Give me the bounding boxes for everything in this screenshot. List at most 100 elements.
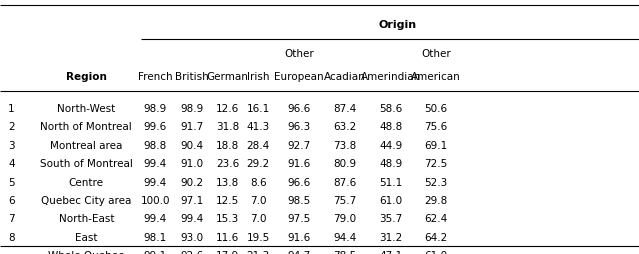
Text: 87.4: 87.4 <box>334 104 357 114</box>
Text: 19.5: 19.5 <box>247 232 270 242</box>
Text: 7.0: 7.0 <box>250 213 266 224</box>
Text: 90.4: 90.4 <box>180 140 203 150</box>
Text: 93.0: 93.0 <box>180 232 203 242</box>
Text: 51.1: 51.1 <box>380 177 403 187</box>
Text: 41.3: 41.3 <box>247 122 270 132</box>
Text: 96.3: 96.3 <box>288 122 311 132</box>
Text: 50.6: 50.6 <box>424 104 447 114</box>
Text: 11.6: 11.6 <box>216 232 239 242</box>
Text: 97.5: 97.5 <box>288 213 311 224</box>
Text: 92.6: 92.6 <box>180 250 203 254</box>
Text: 2: 2 <box>8 122 15 132</box>
Text: 17.9: 17.9 <box>216 250 239 254</box>
Text: 91.7: 91.7 <box>180 122 203 132</box>
Text: 29.8: 29.8 <box>424 195 447 205</box>
Text: 99.6: 99.6 <box>144 122 167 132</box>
Text: 73.8: 73.8 <box>334 140 357 150</box>
Text: British: British <box>175 71 208 81</box>
Text: 98.1: 98.1 <box>144 232 167 242</box>
Text: 7.0: 7.0 <box>250 195 266 205</box>
Text: North-East: North-East <box>59 213 114 224</box>
Text: 91.6: 91.6 <box>288 158 311 169</box>
Text: Region: Region <box>66 71 107 81</box>
Text: 12.6: 12.6 <box>216 104 239 114</box>
Text: Whole Quebec: Whole Quebec <box>49 250 124 254</box>
Text: 16.1: 16.1 <box>247 104 270 114</box>
Text: 98.8: 98.8 <box>144 140 167 150</box>
Text: 3: 3 <box>8 140 15 150</box>
Text: 18.8: 18.8 <box>216 140 239 150</box>
Text: Other: Other <box>284 48 314 58</box>
Text: 52.3: 52.3 <box>424 177 447 187</box>
Text: 5: 5 <box>8 177 15 187</box>
Text: 31.2: 31.2 <box>380 232 403 242</box>
Text: South of Montreal: South of Montreal <box>40 158 133 169</box>
Text: 62.4: 62.4 <box>424 213 447 224</box>
Text: 47.1: 47.1 <box>380 250 403 254</box>
Text: French: French <box>138 71 173 81</box>
Text: Other: Other <box>421 48 450 58</box>
Text: 96.6: 96.6 <box>288 104 311 114</box>
Text: 29.2: 29.2 <box>247 158 270 169</box>
Text: North of Montreal: North of Montreal <box>40 122 132 132</box>
Text: 99.1: 99.1 <box>144 250 167 254</box>
Text: 100.0: 100.0 <box>141 195 170 205</box>
Text: 58.6: 58.6 <box>380 104 403 114</box>
Text: 94.7: 94.7 <box>288 250 311 254</box>
Text: 48.8: 48.8 <box>380 122 403 132</box>
Text: 91.0: 91.0 <box>180 158 203 169</box>
Text: 78.5: 78.5 <box>334 250 357 254</box>
Text: European: European <box>274 71 324 81</box>
Text: Irish: Irish <box>247 71 270 81</box>
Text: Origin: Origin <box>378 20 416 30</box>
Text: 99.4: 99.4 <box>144 177 167 187</box>
Text: 75.6: 75.6 <box>424 122 447 132</box>
Text: 7: 7 <box>8 213 15 224</box>
Text: 4: 4 <box>8 158 15 169</box>
Text: 69.1: 69.1 <box>424 140 447 150</box>
Text: 92.7: 92.7 <box>288 140 311 150</box>
Text: 90.2: 90.2 <box>180 177 203 187</box>
Text: Quebec City area: Quebec City area <box>41 195 132 205</box>
Text: American: American <box>411 71 461 81</box>
Text: 98.5: 98.5 <box>288 195 311 205</box>
Text: 75.7: 75.7 <box>334 195 357 205</box>
Text: 99.4: 99.4 <box>180 213 203 224</box>
Text: 13.8: 13.8 <box>216 177 239 187</box>
Text: 99.4: 99.4 <box>144 213 167 224</box>
Text: 98.9: 98.9 <box>180 104 203 114</box>
Text: Acadian: Acadian <box>324 71 366 81</box>
Text: 15.3: 15.3 <box>216 213 239 224</box>
Text: Amerindian: Amerindian <box>361 71 421 81</box>
Text: East: East <box>75 232 98 242</box>
Text: 99.4: 99.4 <box>144 158 167 169</box>
Text: 28.4: 28.4 <box>247 140 270 150</box>
Text: 23.6: 23.6 <box>216 158 239 169</box>
Text: 8: 8 <box>8 232 15 242</box>
Text: 64.2: 64.2 <box>424 232 447 242</box>
Text: 79.0: 79.0 <box>334 213 357 224</box>
Text: 96.6: 96.6 <box>288 177 311 187</box>
Text: 6: 6 <box>8 195 15 205</box>
Text: Montreal area: Montreal area <box>50 140 123 150</box>
Text: 48.9: 48.9 <box>380 158 403 169</box>
Text: 97.1: 97.1 <box>180 195 203 205</box>
Text: 31.8: 31.8 <box>216 122 239 132</box>
Text: 61.0: 61.0 <box>380 195 403 205</box>
Text: German: German <box>206 71 249 81</box>
Text: 87.6: 87.6 <box>334 177 357 187</box>
Text: 1: 1 <box>8 104 15 114</box>
Text: 72.5: 72.5 <box>424 158 447 169</box>
Text: 21.3: 21.3 <box>247 250 270 254</box>
Text: Centre: Centre <box>69 177 104 187</box>
Text: 63.2: 63.2 <box>334 122 357 132</box>
Text: 44.9: 44.9 <box>380 140 403 150</box>
Text: 35.7: 35.7 <box>380 213 403 224</box>
Text: 94.4: 94.4 <box>334 232 357 242</box>
Text: 98.9: 98.9 <box>144 104 167 114</box>
Text: 61.0: 61.0 <box>424 250 447 254</box>
Text: North-West: North-West <box>57 104 116 114</box>
Text: 8.6: 8.6 <box>250 177 266 187</box>
Text: 80.9: 80.9 <box>334 158 357 169</box>
Text: 91.6: 91.6 <box>288 232 311 242</box>
